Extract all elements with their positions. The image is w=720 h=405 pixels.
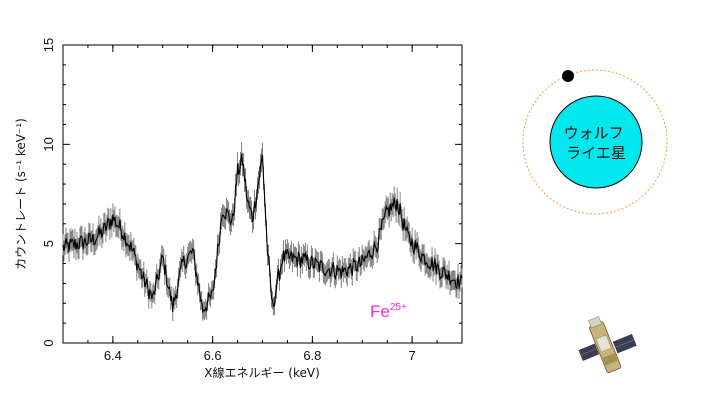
fe-ion-charge: 25+ xyxy=(390,302,407,313)
y-tick-label: 0 xyxy=(41,339,56,346)
companion-orbit xyxy=(522,69,668,215)
wolf-rayet-star xyxy=(549,95,643,189)
x-axis-label: X線エネルギー (keV) xyxy=(204,365,320,380)
companion-star xyxy=(562,70,574,82)
y-axis-ticks: 0 5 10 15 xyxy=(41,38,462,347)
wolf-rayet-label: ウォルフ ライエ星 xyxy=(564,124,629,162)
y-tick-label: 15 xyxy=(41,38,56,52)
x-tick-label: 6.6 xyxy=(204,348,222,363)
plot-frame xyxy=(62,44,463,344)
error-bars xyxy=(62,142,463,322)
y-tick-label: 5 xyxy=(41,240,56,247)
x-tick-label: 6.4 xyxy=(104,348,122,363)
y-tick-label: 10 xyxy=(41,137,56,151)
star-label-line2: ライエ星 xyxy=(566,144,626,162)
x-tick-label: 7 xyxy=(409,348,416,363)
y-axis-label: カウントレート (s⁻¹ keV⁻¹) xyxy=(14,118,28,270)
x-tick-label: 6.8 xyxy=(303,348,321,363)
star-label-line1: ウォルフ xyxy=(564,124,624,142)
fe-ion-symbol: Fe xyxy=(370,302,390,321)
satellite-icon xyxy=(578,316,637,374)
binary-system-diagram: ウォルフ ライエ星 xyxy=(522,69,668,215)
spectrum-line xyxy=(62,154,463,314)
fe-ion-label: Fe25+ xyxy=(370,302,407,321)
x-axis-ticks: 6.4 6.6 6.8 7 xyxy=(87,45,463,363)
